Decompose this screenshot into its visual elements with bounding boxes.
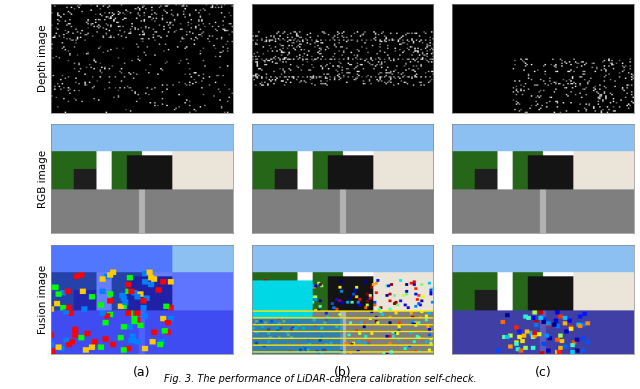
Text: Depth image: Depth image — [38, 25, 48, 92]
Text: (a): (a) — [133, 366, 150, 379]
Text: (b): (b) — [333, 366, 351, 379]
Text: RGB image: RGB image — [38, 150, 48, 208]
Text: Fig. 3. The performance of LiDAR-camera calibration self-check.: Fig. 3. The performance of LiDAR-camera … — [164, 374, 476, 384]
Text: Fusion image: Fusion image — [38, 265, 48, 334]
Text: (c): (c) — [534, 366, 551, 379]
